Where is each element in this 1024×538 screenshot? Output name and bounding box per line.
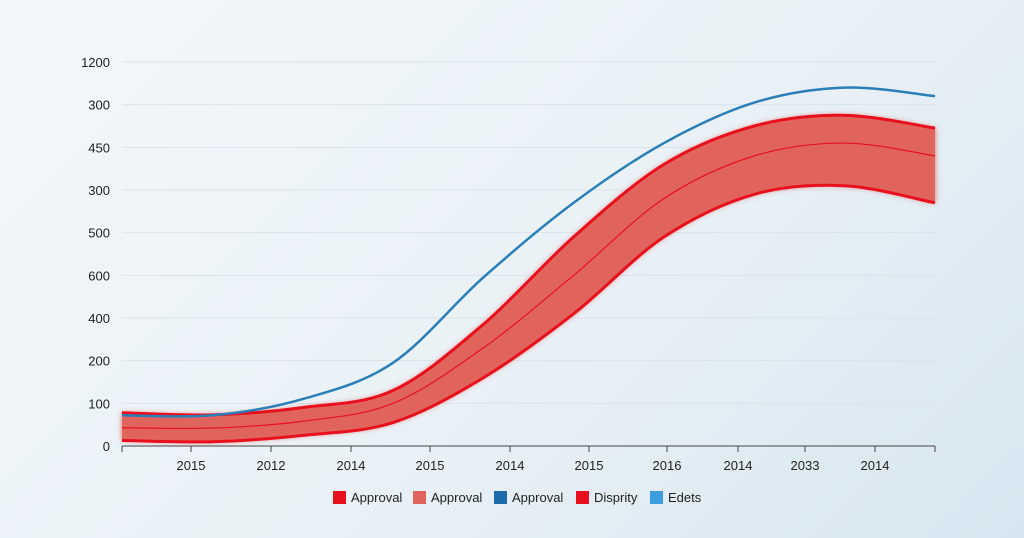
y-tick-label: 200: [88, 354, 110, 369]
series-layer: [121, 86, 936, 444]
y-tick-label: 300: [88, 98, 110, 113]
y-tick-label: 400: [88, 311, 110, 326]
band-upper-line: [121, 113, 936, 417]
x-tick-label: 2012: [257, 458, 286, 473]
x-tick-label: 2014: [861, 458, 890, 473]
legend-item: Disprity: [576, 490, 638, 505]
x-axis-ticks: 2015 2012 2014 2015 2014 2015 2016 2014 2033 2014: [121, 446, 936, 473]
y-tick-label: 0: [103, 439, 110, 454]
y-tick-label: 1200: [81, 55, 110, 70]
legend-item: Approval: [494, 490, 563, 505]
x-tick-label: 2015: [416, 458, 445, 473]
x-tick-label: 2016: [653, 458, 682, 473]
x-tick-label: 2014: [337, 458, 366, 473]
y-tick-label: 500: [88, 226, 110, 241]
y-tick-label: 450: [88, 140, 110, 155]
legend-label: Approval: [512, 490, 563, 505]
legend: Approval Approval Approval Disprity Edets: [333, 490, 702, 505]
band-lower-line: [121, 183, 936, 444]
legend-label: Edets: [668, 490, 702, 505]
legend-swatch: [576, 491, 589, 504]
legend-label: Disprity: [594, 490, 638, 505]
legend-swatch: [494, 491, 507, 504]
legend-item: Approval: [333, 490, 402, 505]
y-axis-ticks: 0 100 200 400 600 500 300 450 300 1200: [81, 55, 110, 454]
x-tick-label: 2015: [177, 458, 206, 473]
legend-swatch: [413, 491, 426, 504]
legend-swatch: [333, 491, 346, 504]
band-area: [122, 115, 935, 442]
legend-item: Edets: [650, 490, 702, 505]
x-tick-label: 2014: [496, 458, 525, 473]
y-tick-label: 100: [88, 396, 110, 411]
legend-item: Approval: [413, 490, 482, 505]
x-tick-label: 2015: [575, 458, 604, 473]
x-tick-label: 2014: [724, 458, 753, 473]
y-tick-label: 300: [88, 183, 110, 198]
legend-label: Approval: [431, 490, 482, 505]
series-line: [121, 86, 936, 418]
x-tick-label: 2033: [791, 458, 820, 473]
band-middle-line: [121, 142, 936, 430]
grid-lines: [122, 61, 935, 404]
legend-swatch: [650, 491, 663, 504]
legend-label: Approval: [351, 490, 402, 505]
y-tick-label: 600: [88, 268, 110, 283]
